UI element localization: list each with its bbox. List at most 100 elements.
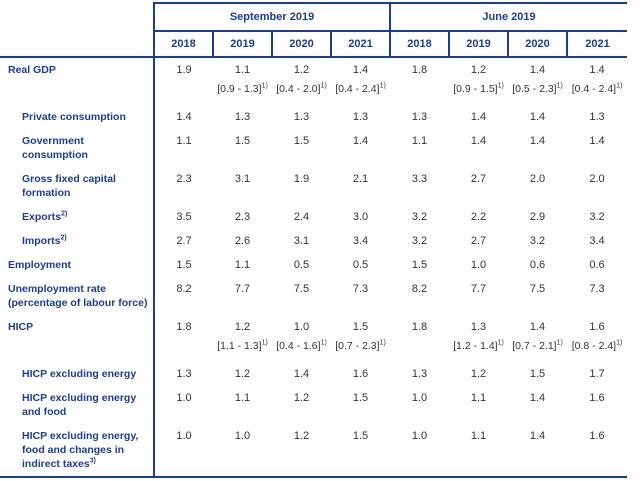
value-cell: 1.5 <box>411 259 428 271</box>
value-cell: 2.7 <box>470 235 487 247</box>
value-cell: 2.7 <box>176 235 192 247</box>
value-cell: 1.4 <box>470 111 487 123</box>
year-header-sep-2021: 2021 <box>331 31 392 58</box>
row-label-line: Unemployment rate <box>8 283 107 295</box>
value-cell: 1.1 <box>176 135 192 147</box>
value-cell: 2.1 <box>352 173 369 185</box>
year-header-jun-2020: 2020 <box>508 31 569 58</box>
value-cell: 2.3 <box>234 211 251 223</box>
value-cell: 2.4 <box>293 211 310 223</box>
value-cell: 1.3 <box>234 111 251 123</box>
footnote-marker: 1) <box>379 82 386 90</box>
range-cell: [0.7 - 2.3]1) <box>335 339 386 353</box>
row-employment: Employment 1.5 1.1 0.5 0.5 1.5 1.0 0.6 0.6 <box>0 253 627 277</box>
value-cell: 3.4 <box>589 235 605 247</box>
row-hicp: HICP 1.8 1.2 1.0 1.5 1.8 1.3 1.4 1.6 <box>0 315 627 339</box>
value-cell: 1.3 <box>293 111 310 123</box>
value-cell: 1.9 <box>293 173 310 185</box>
value-cell: 3.2 <box>411 235 428 247</box>
value-cell: 1.4 <box>589 64 605 76</box>
vintage-header-row: September 2019 June 2019 <box>0 2 628 32</box>
corner-spacer <box>0 3 155 31</box>
value-cell: 1.5 <box>352 321 369 333</box>
value-cell: 1.5 <box>352 392 369 404</box>
value-cell: 0.6 <box>589 259 605 271</box>
value-cell: 1.4 <box>508 424 568 478</box>
row-label-line: and food <box>22 406 67 418</box>
row-hicp-ranges: [1.1 - 1.3]1) [0.4 - 1.6]1) [0.7 - 2.3]1) [… <box>0 339 627 362</box>
footnote-marker: 1) <box>261 339 268 347</box>
value-cell: 2.3 <box>176 173 192 185</box>
range-cell: [0.4 - 2.0]1) <box>276 82 327 96</box>
value-cell: 1.2 <box>293 64 310 76</box>
row-label-imports: Imports2) <box>0 229 155 253</box>
value-cell: 1.3 <box>470 321 487 333</box>
row-exports: Exports2) 3.5 2.3 2.4 3.0 3.2 2.2 2.9 3.2 <box>0 205 627 229</box>
row-label-real-gdp: Real GDP <box>0 57 155 82</box>
year-header-row: 2018 2019 2020 2021 2018 2019 2020 2021 <box>0 31 628 58</box>
value-cell: 1.0 <box>293 321 310 333</box>
row-label-line: Exports2) <box>22 210 68 224</box>
value-cell: 1.2 <box>234 321 251 333</box>
row-label-unemployment-rate: Unemployment rate (percentage of labour f… <box>0 277 155 315</box>
footnote-marker: 3) <box>89 457 96 465</box>
value-cell: 1.0 <box>213 424 272 478</box>
row-label-line: Government <box>22 135 84 147</box>
value-cell: 1.1 <box>234 64 251 76</box>
range-cell: [1.1 - 1.3]1) <box>217 339 268 353</box>
row-label-line: Employment <box>8 259 72 271</box>
range-cell <box>154 339 213 362</box>
range-cell <box>390 82 449 105</box>
value-cell: 1.2 <box>470 64 487 76</box>
year-header-jun-2019: 2019 <box>449 31 510 58</box>
value-cell: 1.8 <box>176 321 192 333</box>
value-cell: 1.7 <box>589 368 605 380</box>
row-hicp-excluding-energy-and-food: HICP excluding energy and food 1.0 1.1 1.2 1.… <box>0 386 627 424</box>
value-cell: 0.5 <box>352 259 369 271</box>
footnote-marker: 1) <box>261 82 268 90</box>
value-cell: 1.3 <box>589 111 605 123</box>
row-label-line: HICP excluding energy <box>22 368 137 380</box>
value-cell: 7.7 <box>234 283 251 295</box>
value-cell: 3.2 <box>589 211 605 223</box>
projections-table: September 2019 June 2019 2018 2019 2020 202… <box>0 2 628 478</box>
row-label-line: HICP excluding energy <box>22 392 137 404</box>
value-cell: 1.2 <box>470 368 487 380</box>
range-cell: [0.8 - 2.4]1) <box>571 339 623 353</box>
row-label-empty <box>0 82 155 105</box>
column-group-june-2019: June 2019 <box>390 2 628 32</box>
year-header-jun-2021: 2021 <box>567 31 628 58</box>
value-cell: 3.0 <box>352 211 369 223</box>
row-label-hicp-excluding-energy-food-indirect-taxes: HICP excluding energy, food and changes i… <box>0 424 155 478</box>
value-cell: 1.2 <box>234 368 251 380</box>
value-cell: 2.6 <box>234 235 251 247</box>
value-cell: 2.7 <box>470 173 487 185</box>
row-hicp-excluding-energy: HICP excluding energy 1.3 1.2 1.4 1.6 1.3 1.2 1… <box>0 362 627 386</box>
row-label-government-consumption: Government consumption <box>0 129 155 167</box>
footnote-marker: 1) <box>616 339 623 347</box>
value-cell: 7.7 <box>470 283 487 295</box>
value-cell: 0.5 <box>293 259 310 271</box>
value-cell: 1.8 <box>411 64 428 76</box>
value-cell: 7.3 <box>352 283 369 295</box>
row-hicp-excluding-energy-food-indirect-taxes: HICP excluding energy, food and changes i… <box>0 424 628 478</box>
value-cell: 1.4 <box>529 64 546 76</box>
value-cell: 1.3 <box>411 111 428 123</box>
value-cell: 1.5 <box>529 368 546 380</box>
value-cell: 1.1 <box>449 424 509 478</box>
row-label-private-consumption: Private consumption <box>0 105 155 129</box>
value-cell: 1.5 <box>331 424 391 478</box>
footnote-marker: 2) <box>60 234 67 242</box>
value-cell: 1.2 <box>272 424 331 478</box>
value-cell: 1.0 <box>390 424 450 478</box>
range-cell <box>390 339 449 362</box>
row-label-line: consumption <box>22 149 88 161</box>
value-cell: 1.1 <box>411 135 428 147</box>
value-cell: 8.2 <box>176 283 192 295</box>
value-cell: 3.2 <box>529 235 546 247</box>
value-cell: 2.9 <box>529 211 546 223</box>
row-label-empty <box>0 339 155 362</box>
footnote-marker: 1) <box>320 82 327 90</box>
value-cell: 3.1 <box>293 235 310 247</box>
row-label-hicp-excluding-energy: HICP excluding energy <box>0 362 155 386</box>
